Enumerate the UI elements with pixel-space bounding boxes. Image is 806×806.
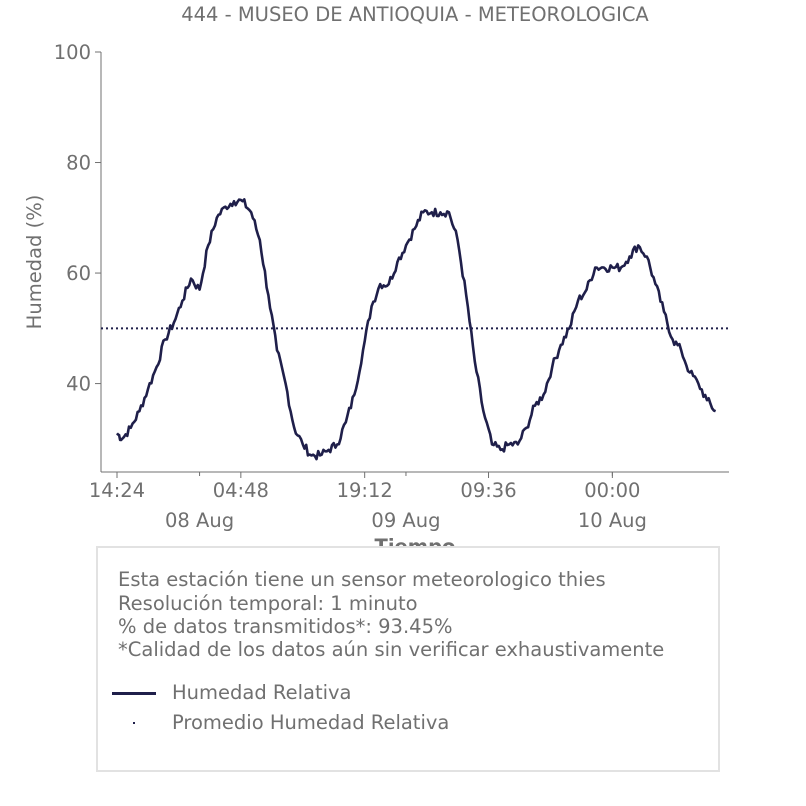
legend-dot-swatch [133, 722, 135, 724]
info-quality-note: *Calidad de los datos aún sin verificar … [118, 638, 665, 661]
info-legend-box: Esta estación tiene un sensor meteorolog… [96, 546, 720, 772]
x-tick-label: 04:48 [213, 479, 269, 502]
y-axis-label: Humedad (%) [23, 195, 46, 330]
x-tick-label: 19:12 [337, 479, 393, 502]
x-day-label: 09 Aug [371, 509, 440, 532]
info-data-percent-text: % de datos transmitidos*: 93.45% [118, 615, 453, 638]
y-tick-label: 40 [66, 373, 91, 396]
humidity-chart: 444 - MUSEO DE ANTIOQUIA - METEOROLOGICA… [23, 3, 729, 558]
info-sensor-text: Esta estación tiene un sensor meteorolog… [118, 568, 606, 591]
y-tick-label: 80 [66, 152, 91, 175]
y-tick-label: 60 [66, 262, 91, 285]
legend-item-promedio: Promedio Humedad Relativa [110, 711, 670, 735]
legend-item-humedad: Humedad Relativa [110, 681, 670, 705]
series-humedad-line [116, 198, 717, 461]
chart-title: 444 - MUSEO DE ANTIOQUIA - METEOROLOGICA [181, 3, 649, 26]
x-tick-label: 00:00 [584, 479, 640, 502]
x-tick-label: 09:36 [460, 479, 516, 502]
x-day-label: 10 Aug [578, 509, 647, 532]
chart-marks [101, 198, 729, 461]
y-tick-label: 100 [54, 41, 91, 64]
legend-line-swatch [112, 692, 156, 695]
legend-label-humedad: Humedad Relativa [172, 681, 352, 704]
info-resolution-text: Resolución temporal: 1 minuto [118, 592, 418, 615]
x-day-label: 08 Aug [165, 509, 234, 532]
legend-label-promedio: Promedio Humedad Relativa [172, 711, 450, 734]
chart-axes: 40 60 80 100 14:24 04:48 19:12 09:36 00:00 08 Aug… [54, 41, 729, 532]
x-tick-label: 14:24 [89, 479, 145, 502]
